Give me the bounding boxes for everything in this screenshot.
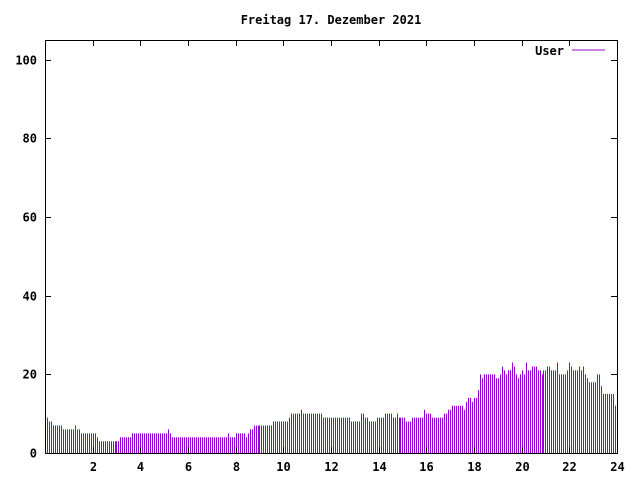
- chart-title: Freitag 17. Dezember 2021: [241, 13, 422, 27]
- y-tick-label: 20: [23, 368, 37, 382]
- x-tick-label: 4: [137, 460, 144, 474]
- y-tick-label: 100: [15, 54, 37, 68]
- x-tick-label: 6: [185, 460, 192, 474]
- x-tick-label: 20: [515, 460, 529, 474]
- x-tick-label: 2: [90, 460, 97, 474]
- bars: [45, 362, 616, 453]
- legend-label: User: [535, 44, 564, 58]
- plot-border: [45, 40, 618, 454]
- y-tick-label: 0: [30, 447, 37, 461]
- y-tick-label: 40: [23, 290, 37, 304]
- legend: User: [535, 44, 605, 58]
- y-tick-label: 60: [23, 211, 37, 225]
- x-tick-label: 22: [562, 460, 576, 474]
- x-tick-label: 10: [276, 460, 290, 474]
- x-tick-label: 8: [233, 460, 240, 474]
- x-tick-label: 24: [610, 460, 624, 474]
- x-tick-label: 12: [324, 460, 338, 474]
- x-tick-label: 18: [467, 460, 481, 474]
- x-tick-label: 16: [419, 460, 433, 474]
- y-tick-label: 80: [23, 132, 37, 146]
- x-tick-label: 14: [372, 460, 386, 474]
